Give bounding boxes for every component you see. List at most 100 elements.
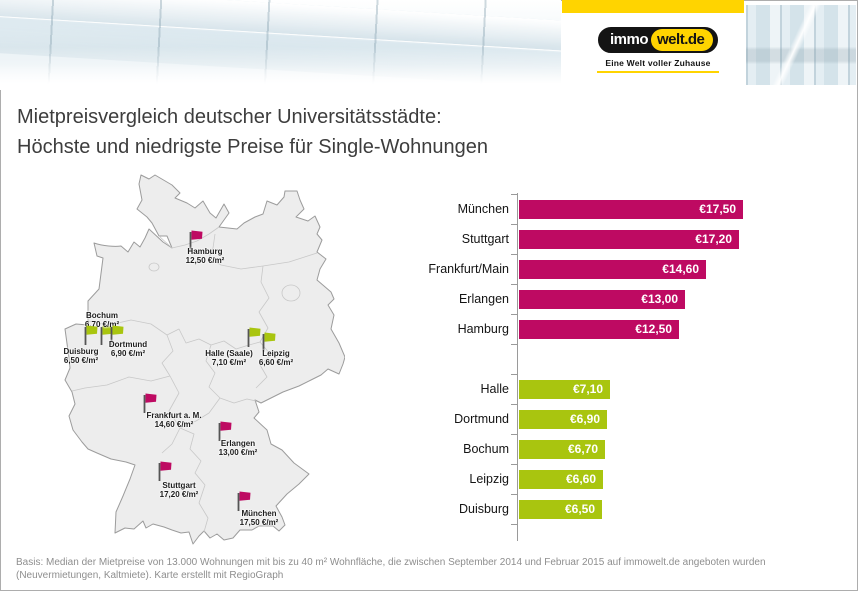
germany-map — [64, 174, 345, 545]
chart-bar: €7,10 — [519, 380, 610, 399]
city-flag-icon — [158, 460, 172, 481]
city-label: Frankfurt a. M. 14,60 €/m² — [146, 411, 201, 429]
chart-bar-value: €6,50 — [564, 502, 595, 516]
axis-tick — [511, 464, 517, 465]
logo-tagline: Eine Welt voller Zuhause — [605, 58, 711, 68]
chart-bar-value: €17,50 — [699, 202, 736, 216]
chart-bar: €6,90 — [519, 410, 607, 429]
city-flag-icon — [189, 229, 203, 250]
axis-tick — [511, 344, 517, 345]
chart-bar-value: €17,20 — [695, 232, 732, 246]
chart-category-label: Bochum — [463, 442, 509, 456]
source-note-line2: (Neuvermietungen, Kaltmiete). Karte erst… — [16, 570, 284, 581]
chart-bar-value: €13,00 — [641, 292, 678, 306]
city-label: Stuttgart 17,20 €/m² — [160, 481, 199, 499]
axis-tick — [511, 434, 517, 435]
axis-tick — [511, 524, 517, 525]
chart-bar: €14,60 — [519, 260, 706, 279]
axis-tick — [511, 314, 517, 315]
page-title: Mietpreisvergleich deutscher Universität… — [17, 102, 488, 162]
city-flag-icon — [218, 420, 232, 441]
immowelt-logo: immo welt.de Eine Welt voller Zuhause — [597, 27, 719, 73]
header-photo-left — [0, 0, 561, 90]
glass-fade-decor — [0, 0, 561, 90]
chart-bar: €6,70 — [519, 440, 605, 459]
city-name: Halle (Saale) — [205, 349, 253, 358]
chart-axis — [517, 193, 518, 541]
chart-bar-value: €7,10 — [572, 382, 603, 396]
city-label: Duisburg 6,50 €/m² — [63, 347, 98, 365]
city-name: Hamburg — [187, 247, 223, 256]
chart-bar: €6,50 — [519, 500, 602, 519]
axis-tick — [511, 224, 517, 225]
header-yellow-bar — [562, 0, 744, 13]
city-price: 6,70 €/m² — [84, 320, 120, 329]
city-price: 17,20 €/m² — [159, 490, 199, 499]
chart-category-label: Frankfurt/Main — [428, 262, 509, 276]
source-note: Basis: Median der Mietpreise von 13.000 … — [16, 556, 848, 582]
city-name: Bochum — [86, 311, 118, 320]
chart-bar-value: €6,90 — [569, 412, 600, 426]
page-title-line1: Mietpreisvergleich deutscher Universität… — [17, 106, 442, 128]
city-flag-icon — [262, 331, 276, 352]
chart-bar: €6,60 — [519, 470, 603, 489]
chart-bar-value: €6,70 — [567, 442, 598, 456]
chart-category-label: Duisburg — [458, 502, 509, 516]
chart-bar-value: €6,60 — [565, 472, 596, 486]
city-label: Halle (Saale) 7,10 €/m² — [205, 349, 253, 367]
chart-bar: €13,00 — [519, 290, 685, 309]
city-label: Erlangen 13,00 €/m² — [219, 439, 258, 457]
city-flag-icon — [237, 490, 251, 511]
city-price: 13,00 €/m² — [218, 448, 258, 457]
city-name: Erlangen — [220, 439, 256, 448]
chart-bar: €12,50 — [519, 320, 679, 339]
city-price: 6,50 €/m² — [63, 356, 99, 365]
page-title-line2: Höchste und niedrigste Preise für Single… — [17, 136, 489, 158]
city-label: Dortmund 6,90 €/m² — [109, 340, 147, 358]
city-price: 12,50 €/m² — [185, 256, 225, 265]
chart-category-label: Leipzig — [469, 472, 509, 486]
axis-tick — [511, 194, 517, 195]
city-flag-icon — [84, 324, 98, 345]
logo-text-welt: welt.de — [651, 29, 714, 51]
city-name: Stuttgart — [162, 481, 196, 490]
chart-category-label: Stuttgart — [461, 232, 509, 246]
city-label: Leipzig 6,60 €/m² — [259, 349, 293, 367]
city-price: 14,60 €/m² — [154, 420, 194, 429]
city-flag-icon — [247, 326, 261, 347]
chart-category-label: München — [457, 202, 509, 216]
chart-category-label: Dortmund — [454, 412, 509, 426]
city-name: Dortmund — [108, 340, 148, 349]
axis-tick — [511, 494, 517, 495]
chart-category-label: Erlangen — [458, 292, 509, 306]
logo-yellow-rule — [597, 71, 719, 73]
source-note-line1: Basis: Median der Mietpreise von 13.000 … — [16, 557, 766, 568]
logo-text-immo: immo — [610, 31, 649, 48]
immowelt-logo-pill: immo welt.de — [598, 27, 718, 53]
chart-bar-value: €12,50 — [635, 322, 672, 336]
city-label: Bochum 6,70 €/m² — [85, 311, 119, 329]
city-name: Duisburg — [63, 347, 99, 356]
axis-tick — [511, 254, 517, 255]
chart-bar: €17,50 — [519, 200, 743, 219]
city-flag-icon — [110, 324, 124, 345]
chart-bar: €17,20 — [519, 230, 739, 249]
chart-category-label: Hamburg — [457, 322, 509, 336]
chart-category-label: Halle — [480, 382, 510, 396]
city-label: Hamburg 12,50 €/m² — [186, 247, 225, 265]
city-name: München — [241, 509, 277, 518]
city-label: München 17,50 €/m² — [240, 509, 279, 527]
city-price: 6,60 €/m² — [258, 358, 294, 367]
axis-tick — [511, 374, 517, 375]
city-price: 7,10 €/m² — [211, 358, 247, 367]
city-price: 17,50 €/m² — [239, 518, 279, 527]
axis-tick — [511, 284, 517, 285]
city-flag-icon — [143, 392, 157, 413]
city-price: 6,90 €/m² — [110, 349, 146, 358]
city-name: Frankfurt a. M. — [146, 411, 202, 420]
chart-bar-value: €14,60 — [662, 262, 699, 276]
axis-tick — [511, 404, 517, 405]
